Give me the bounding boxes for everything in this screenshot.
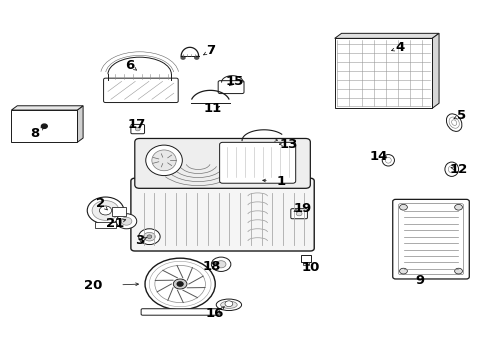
Bar bbox=[303, 262, 308, 265]
FancyBboxPatch shape bbox=[135, 139, 310, 188]
Circle shape bbox=[139, 229, 160, 244]
Circle shape bbox=[145, 258, 215, 310]
Ellipse shape bbox=[382, 154, 394, 166]
Text: 4: 4 bbox=[395, 41, 405, 54]
Polygon shape bbox=[11, 106, 83, 110]
Text: 19: 19 bbox=[293, 202, 311, 215]
Ellipse shape bbox=[99, 206, 111, 215]
Ellipse shape bbox=[152, 150, 176, 171]
Text: 5: 5 bbox=[456, 109, 465, 122]
Circle shape bbox=[224, 301, 232, 307]
FancyBboxPatch shape bbox=[218, 81, 244, 94]
Polygon shape bbox=[77, 106, 83, 142]
FancyBboxPatch shape bbox=[392, 199, 468, 279]
Circle shape bbox=[147, 235, 152, 238]
Text: 6: 6 bbox=[125, 59, 134, 72]
Text: 7: 7 bbox=[205, 44, 215, 57]
FancyBboxPatch shape bbox=[398, 204, 463, 275]
Ellipse shape bbox=[116, 214, 137, 229]
Bar bbox=[112, 207, 126, 216]
Text: 13: 13 bbox=[279, 138, 297, 150]
Bar bbox=[11, 110, 77, 142]
Circle shape bbox=[296, 212, 302, 216]
Text: 21: 21 bbox=[106, 216, 124, 230]
Text: 12: 12 bbox=[449, 163, 467, 176]
Text: 8: 8 bbox=[30, 127, 40, 140]
FancyBboxPatch shape bbox=[290, 209, 307, 219]
Circle shape bbox=[155, 265, 205, 303]
Circle shape bbox=[454, 204, 462, 210]
Ellipse shape bbox=[446, 114, 461, 131]
Circle shape bbox=[194, 56, 198, 59]
Ellipse shape bbox=[145, 145, 182, 176]
FancyBboxPatch shape bbox=[141, 309, 219, 315]
Text: 3: 3 bbox=[135, 234, 144, 247]
Text: 15: 15 bbox=[225, 75, 244, 88]
Text: 10: 10 bbox=[301, 261, 319, 274]
Ellipse shape bbox=[444, 162, 458, 176]
Ellipse shape bbox=[121, 217, 132, 225]
Circle shape bbox=[177, 282, 183, 286]
FancyBboxPatch shape bbox=[103, 78, 178, 103]
Circle shape bbox=[399, 204, 407, 210]
Ellipse shape bbox=[216, 299, 241, 311]
Bar bbox=[334, 39, 431, 108]
FancyBboxPatch shape bbox=[131, 125, 144, 134]
Bar bbox=[300, 255, 311, 262]
FancyBboxPatch shape bbox=[131, 178, 314, 251]
Circle shape bbox=[143, 232, 155, 241]
Circle shape bbox=[216, 261, 225, 268]
Text: 14: 14 bbox=[368, 150, 387, 163]
Text: 9: 9 bbox=[415, 274, 424, 287]
Text: 2: 2 bbox=[96, 197, 105, 210]
Ellipse shape bbox=[92, 201, 119, 220]
Circle shape bbox=[399, 268, 407, 274]
Bar bbox=[95, 222, 116, 228]
Text: 20: 20 bbox=[84, 279, 102, 292]
Circle shape bbox=[181, 56, 184, 59]
Ellipse shape bbox=[87, 197, 123, 224]
Ellipse shape bbox=[220, 301, 237, 309]
Text: 16: 16 bbox=[205, 307, 224, 320]
Circle shape bbox=[135, 127, 140, 131]
Text: 11: 11 bbox=[203, 102, 222, 115]
Circle shape bbox=[173, 279, 186, 289]
Circle shape bbox=[41, 124, 47, 129]
Text: 18: 18 bbox=[202, 260, 220, 273]
Polygon shape bbox=[431, 33, 438, 108]
Text: 1: 1 bbox=[276, 175, 285, 188]
Polygon shape bbox=[334, 33, 438, 39]
Circle shape bbox=[454, 268, 462, 274]
Circle shape bbox=[211, 257, 230, 271]
FancyBboxPatch shape bbox=[219, 142, 295, 183]
Text: 17: 17 bbox=[127, 118, 145, 131]
